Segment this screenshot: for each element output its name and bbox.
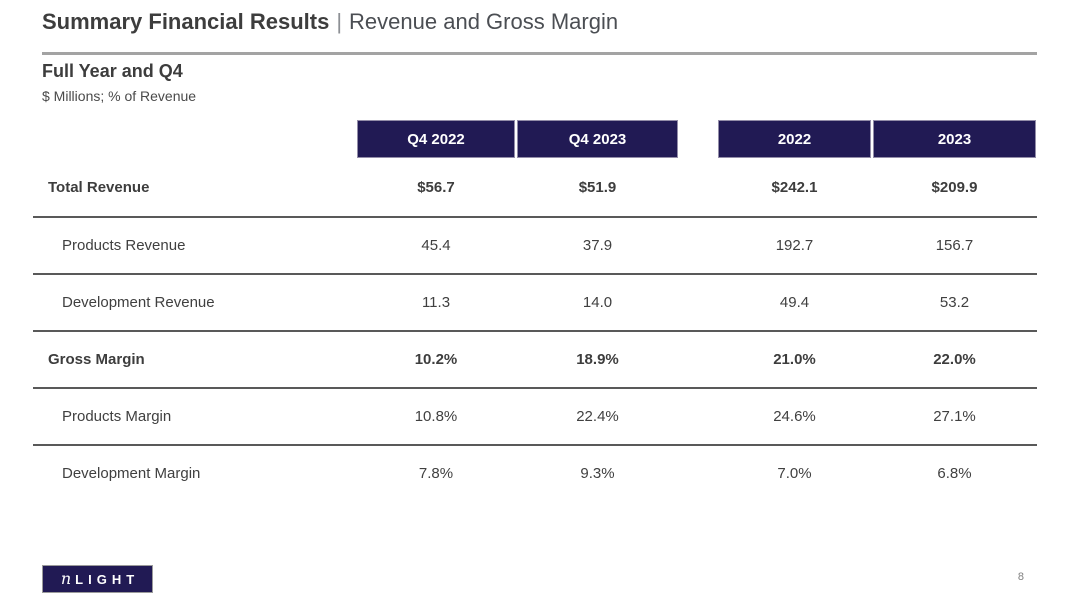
table-row-products-revenue: Products Revenue 45.4 37.9 192.7 156.7 <box>33 216 1037 273</box>
column-header-2022: 2022 <box>718 120 871 158</box>
cell-value: $242.1 <box>771 178 818 196</box>
nlight-logo-light: LIGHT <box>75 571 140 587</box>
cell-value: 18.9% <box>576 351 619 368</box>
table-body: Total Revenue $56.7 $51.9 $242.1 $209.9 … <box>33 158 1037 501</box>
cell-value: 49.4 <box>779 294 810 311</box>
cell-value: 10.2% <box>414 351 458 368</box>
column-header-2023: 2023 <box>873 120 1036 158</box>
cell-value: $51.9 <box>578 178 617 196</box>
nlight-logo-n: n <box>60 569 72 588</box>
row-label: Gross Margin <box>48 351 145 368</box>
column-header-q4-2023: Q4 2023 <box>517 120 678 158</box>
row-label: Development Margin <box>62 465 201 482</box>
table-header-row: Q4 2022 Q4 2023 2022 2023 <box>33 120 1037 158</box>
table-row-products-margin: Products Margin 10.8% 22.4% 24.6% 27.1% <box>33 387 1037 444</box>
cell-value: 7.8% <box>418 465 454 482</box>
cell-value: 22.4% <box>576 408 619 425</box>
page-number: 8 <box>1017 571 1024 583</box>
page-title-primary: Summary Financial Results <box>42 9 330 34</box>
cell-value: 21.0% <box>773 351 816 368</box>
cell-value: 37.9 <box>582 237 613 254</box>
cell-value: $209.9 <box>931 178 978 196</box>
cell-value: 7.0% <box>777 465 812 482</box>
nlight-logo: n LIGHT <box>42 565 153 593</box>
table-row-development-margin: Development Margin 7.8% 9.3% 7.0% 6.8% <box>33 444 1037 501</box>
cell-value: 192.7 <box>775 237 814 254</box>
row-label: Development Revenue <box>62 294 215 311</box>
cell-value: 14.0 <box>582 294 613 311</box>
table-row-development-revenue: Development Revenue 11.3 14.0 49.4 53.2 <box>33 273 1037 330</box>
cell-value: 22.0% <box>933 351 976 368</box>
row-label: Total Revenue <box>48 178 150 196</box>
table-row-gross-margin: Gross Margin 10.2% 18.9% 21.0% 22.0% <box>33 330 1037 387</box>
column-header-q4-2022: Q4 2022 <box>357 120 515 158</box>
cell-value: 24.6% <box>773 408 816 425</box>
page-title: Summary Financial Results | Revenue and Gr… <box>42 9 618 35</box>
title-separator: | <box>336 9 343 34</box>
cell-value: 45.4 <box>421 237 451 254</box>
page-title-secondary: Revenue and Gross Margin <box>349 9 619 34</box>
cell-value: 11.3 <box>421 294 451 311</box>
cell-value: $56.7 <box>417 178 455 196</box>
column-gap <box>679 120 717 158</box>
header-spacer <box>33 120 356 158</box>
cell-value: 156.7 <box>935 237 974 254</box>
cell-value: 10.8% <box>414 408 458 425</box>
cell-value: 27.1% <box>933 408 976 425</box>
cell-value: 53.2 <box>939 294 970 311</box>
section-subtitle: Full Year and Q4 <box>42 61 183 81</box>
title-divider <box>42 52 1037 55</box>
row-label: Products Margin <box>62 408 172 425</box>
units-note: $ Millions; % of Revenue <box>42 88 197 104</box>
row-label: Products Revenue <box>62 237 186 254</box>
cell-value: 6.8% <box>937 465 972 482</box>
cell-value: 9.3% <box>580 465 615 482</box>
financial-table: Q4 2022 Q4 2023 2022 2023 Total Revenue … <box>33 120 1037 501</box>
table-row-total-revenue: Total Revenue $56.7 $51.9 $242.1 $209.9 <box>33 158 1037 216</box>
